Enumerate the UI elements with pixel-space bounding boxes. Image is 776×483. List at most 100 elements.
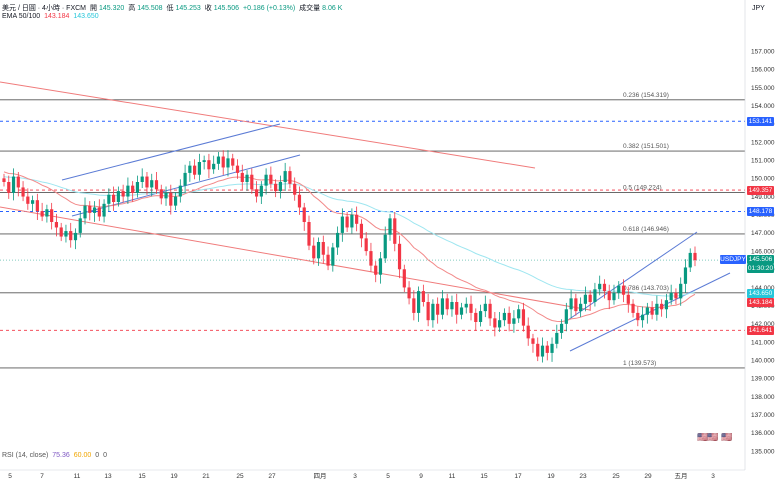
candle-body <box>21 187 25 197</box>
candle-body <box>116 191 120 202</box>
candle-body <box>283 171 287 182</box>
candle-body <box>559 323 564 333</box>
candle-body <box>507 312 511 324</box>
time-tick-label: 五月 <box>675 472 688 480</box>
candle-body <box>312 245 316 259</box>
candle-body <box>178 185 182 197</box>
candle-body <box>140 176 144 182</box>
trendline <box>61 123 281 181</box>
candle-body <box>193 165 197 175</box>
time-tick-label: 13 <box>104 473 112 480</box>
low-label: 低 <box>166 5 174 12</box>
candle-body <box>278 182 282 192</box>
candle-body <box>202 160 206 162</box>
candle-body <box>235 165 240 173</box>
candle-body <box>64 231 68 237</box>
fib-label: 1 (139.573) <box>623 360 656 367</box>
candle-body <box>488 303 492 319</box>
candle-body <box>50 209 54 222</box>
us-flag-icon-2[interactable]: 🇺🇸 <box>707 432 719 442</box>
ema-legend[interactable]: EMA 50/100 143.184 143.650 <box>2 13 101 20</box>
time-tick-label: 四月 <box>314 472 327 480</box>
candle-body <box>636 312 640 321</box>
time-tick-label: 25 <box>236 473 244 480</box>
price-tick-label: 139.000 <box>751 376 775 383</box>
candle-body <box>374 265 378 275</box>
candle-body <box>369 251 373 266</box>
candle-body <box>621 285 626 295</box>
time-tick-label: 5 <box>8 473 12 480</box>
candle-body <box>221 156 225 168</box>
candle-body <box>669 292 673 301</box>
time-tick-label: 7 <box>40 473 44 480</box>
candle-body <box>2 178 6 182</box>
candle-body <box>150 180 154 188</box>
symbol-title[interactable]: 美元 / 日圓 · 4小時 · FXCM <box>2 5 86 12</box>
candle-body <box>245 174 249 182</box>
candle-body <box>73 232 78 241</box>
candle-body <box>555 332 559 344</box>
candle-body <box>493 318 497 328</box>
candle-body <box>378 258 383 275</box>
candle-body <box>426 302 430 321</box>
candle-body <box>550 343 554 353</box>
candle-body <box>316 242 321 259</box>
candle-body <box>226 158 230 168</box>
candle-body <box>121 191 125 197</box>
open-value: 145.320 <box>98 5 125 12</box>
candle-body <box>188 165 192 173</box>
candle-body <box>154 180 159 190</box>
candle-body <box>612 292 616 301</box>
candle-body <box>464 303 468 308</box>
candle-body <box>526 325 530 339</box>
candle-body <box>593 289 597 302</box>
candle-body <box>483 303 487 312</box>
candle-body <box>364 238 368 252</box>
us-flag-icon[interactable]: 🇺🇸 <box>697 432 709 442</box>
candle-body <box>254 189 259 197</box>
candle-body <box>650 307 654 315</box>
trendline <box>569 272 731 352</box>
candle-body <box>517 309 521 319</box>
candle-body <box>412 298 416 313</box>
candle-body <box>264 174 268 186</box>
price-tag: 153.141 <box>747 116 774 126</box>
rsi-zero-2: 0 <box>103 452 107 459</box>
time-axis[interactable]: 5 7 11 13 15 19 21 25 27 四月 3 5 9 11 15 17 19 23 25 29 五月 3 <box>0 469 745 480</box>
time-tick-label: 25 <box>612 473 620 480</box>
candle-body <box>693 252 697 261</box>
candle-body <box>183 172 187 186</box>
time-tick-label: 3 <box>353 473 357 480</box>
fib-label: 0.618 (146.946) <box>623 226 669 233</box>
fib-label: 0.786 (143.703) <box>623 285 669 292</box>
candle-body <box>683 267 688 284</box>
candle-body <box>445 298 449 310</box>
rsi-legend[interactable]: RSI (14, close) 75.36 60.00 0 0 <box>2 452 109 459</box>
candle-body <box>164 192 168 199</box>
candle-body <box>59 227 63 237</box>
candle-body <box>688 252 692 268</box>
currency-label: JPY <box>752 5 765 12</box>
candle-body <box>498 320 502 328</box>
candle-body <box>383 234 387 259</box>
us-flag-icon-3[interactable]: 🇺🇸 <box>721 432 733 442</box>
candle-body <box>450 302 454 310</box>
high-label: 高 <box>128 5 136 12</box>
candle-body <box>335 232 340 248</box>
fib-label: 0.382 (151.501) <box>623 143 669 150</box>
candle-body <box>97 207 101 217</box>
price-tag: 141.641 <box>747 325 774 335</box>
candle-body <box>350 214 354 228</box>
candle-body <box>112 194 116 202</box>
price-tag: 143.650 <box>747 289 774 299</box>
price-tick-label: 136.000 <box>751 430 775 437</box>
candle-body <box>440 298 445 315</box>
candle-body <box>54 222 59 228</box>
candle-body <box>35 200 39 212</box>
candles <box>2 150 697 363</box>
time-tick-label: 21 <box>202 473 210 480</box>
candle-body <box>355 214 359 224</box>
price-tick-label: 135.000 <box>751 448 775 455</box>
